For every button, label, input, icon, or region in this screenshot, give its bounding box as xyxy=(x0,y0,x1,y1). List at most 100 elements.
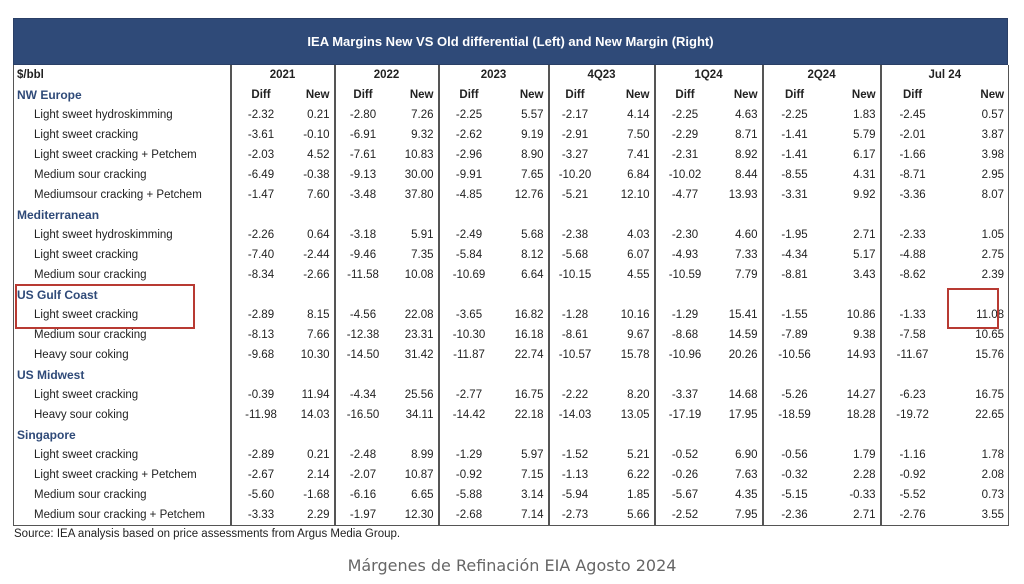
region-name: NW Europe xyxy=(17,88,82,102)
new-value: 20.26 xyxy=(728,349,758,361)
new-value: 7.60 xyxy=(307,189,330,201)
empty-cell xyxy=(437,285,499,305)
diff-value: -6.49 xyxy=(229,165,291,185)
diff-value: -2.67 xyxy=(229,465,291,485)
empty-cell xyxy=(761,285,826,305)
diff-value: -3.61 xyxy=(229,125,291,145)
diff-value: -7.40 xyxy=(229,245,291,265)
diff-value: -8.71 xyxy=(879,165,944,185)
new-value: 2.29 xyxy=(307,509,330,521)
diff-value: -5.21 xyxy=(547,185,601,205)
diff-value: -2.17 xyxy=(547,105,601,125)
new-value: 2.95 xyxy=(981,169,1005,181)
diff-value: -0.39 xyxy=(229,385,291,405)
diff-value: -6.91 xyxy=(333,125,391,145)
diff-value: -10.20 xyxy=(547,165,601,185)
new-value: 4.63 xyxy=(735,109,758,121)
new-value: 8.15 xyxy=(307,309,330,321)
diff-value: -10.56 xyxy=(761,345,826,365)
new-value: 7.65 xyxy=(521,169,544,181)
new-value: 7.79 xyxy=(735,269,758,281)
region-name: US Midwest xyxy=(17,368,85,382)
new-subheader: New xyxy=(625,89,650,101)
diff-value: -10.02 xyxy=(653,165,715,185)
new-value: 22.65 xyxy=(975,409,1005,421)
new-value: 15.76 xyxy=(975,349,1005,361)
new-value: 7.63 xyxy=(735,469,758,481)
table-row: Medium sour cracking -8.13 7.66 -12.38 23.31… xyxy=(14,325,1009,345)
new-value: 0.57 xyxy=(981,109,1005,121)
diff-value: -1.41 xyxy=(761,125,826,145)
diff-value: -2.89 xyxy=(229,445,291,465)
diff-value: -11.87 xyxy=(437,345,499,365)
empty-cell xyxy=(601,205,655,225)
empty-cell xyxy=(499,205,549,225)
empty-cell xyxy=(601,365,655,385)
diff-value: -11.98 xyxy=(229,405,291,425)
new-value: -0.33 xyxy=(849,489,876,501)
empty-cell xyxy=(229,285,291,305)
diff-value: -2.22 xyxy=(547,385,601,405)
new-value: 9.32 xyxy=(411,129,434,141)
new-value: 12.76 xyxy=(514,189,544,201)
empty-cell xyxy=(715,205,763,225)
empty-cell xyxy=(391,365,439,385)
new-value: 4.52 xyxy=(307,149,330,161)
empty-cell xyxy=(826,285,881,305)
row-label: Medium sour cracking xyxy=(34,169,147,181)
row-label: Medium sour cracking xyxy=(34,329,147,341)
diff-value: -18.59 xyxy=(761,405,826,425)
region-row: NW Europe Diff New Diff New Diff New Diff New Dif… xyxy=(14,85,1009,105)
empty-cell xyxy=(291,365,335,385)
empty-cell xyxy=(761,365,826,385)
new-value: 31.42 xyxy=(404,349,434,361)
empty-cell xyxy=(761,425,826,445)
table-title: IEA Margins New VS Old differential (Lef… xyxy=(13,18,1008,65)
diff-value: -1.41 xyxy=(761,145,826,165)
new-value: 1.85 xyxy=(627,489,650,501)
new-value: 16.18 xyxy=(514,329,544,341)
new-value: 10.16 xyxy=(620,309,650,321)
region-row: US Gulf Coast xyxy=(14,285,1009,305)
new-value: 4.35 xyxy=(735,489,758,501)
diff-value: -8.62 xyxy=(879,265,944,285)
new-value: 5.17 xyxy=(853,249,876,261)
new-value: 3.43 xyxy=(853,269,876,281)
empty-cell xyxy=(826,425,881,445)
region-name: US Gulf Coast xyxy=(17,288,98,302)
new-subheader: New xyxy=(305,89,330,101)
new-value: 7.15 xyxy=(521,469,544,481)
row-label: Light sweet cracking xyxy=(34,389,139,401)
diff-value: -0.52 xyxy=(653,445,715,465)
diff-value: -5.26 xyxy=(761,385,826,405)
new-value: -2.44 xyxy=(303,249,330,261)
diff-value: -10.69 xyxy=(437,265,499,285)
diff-value: -3.31 xyxy=(761,185,826,205)
new-value: 7.50 xyxy=(627,129,650,141)
new-value: 7.33 xyxy=(735,249,758,261)
new-value: 7.95 xyxy=(735,509,758,521)
diff-value: -5.84 xyxy=(437,245,499,265)
empty-cell xyxy=(391,205,439,225)
empty-cell xyxy=(391,425,439,445)
diff-value: -4.88 xyxy=(879,245,944,265)
diff-value: -2.49 xyxy=(437,225,499,245)
diff-value: -2.91 xyxy=(547,125,601,145)
empty-cell xyxy=(944,365,1009,385)
table-row: Medium sour cracking -5.60 -1.68 -6.16 6.65-… xyxy=(14,485,1009,505)
new-value: 0.64 xyxy=(307,229,330,241)
diff-value: -5.67 xyxy=(653,485,715,505)
new-subheader: New xyxy=(519,89,544,101)
new-value: 12.30 xyxy=(404,509,434,521)
diff-value: -2.25 xyxy=(653,105,715,125)
table-row: Light sweet cracking + Petchem -2.03 4.52-… xyxy=(14,145,1009,165)
new-value: -2.66 xyxy=(303,269,330,281)
new-value: 3.14 xyxy=(521,489,544,501)
diff-value: -2.32 xyxy=(229,105,291,125)
new-value: 5.91 xyxy=(411,229,434,241)
new-subheader: New xyxy=(851,89,876,101)
new-value: 8.71 xyxy=(735,129,758,141)
empty-cell xyxy=(547,365,601,385)
diff-value: -3.33 xyxy=(229,505,291,526)
new-value: 14.59 xyxy=(728,329,758,341)
